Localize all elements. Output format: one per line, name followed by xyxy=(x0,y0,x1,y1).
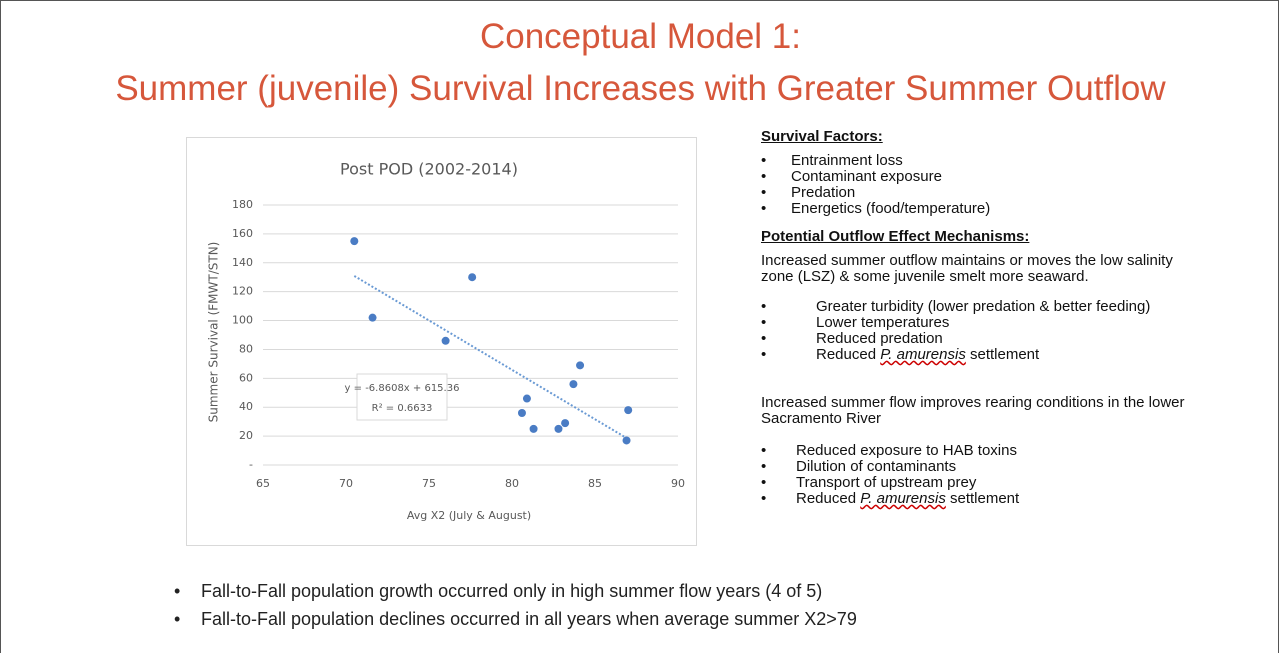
y-axis-label: Summer Survival (FMWT/STN) xyxy=(207,242,221,423)
list-item: Greater turbidity (lower predation & bet… xyxy=(761,299,1201,316)
data-point xyxy=(517,409,526,417)
list-item: Dilution of contaminants xyxy=(761,459,1201,476)
y-tick-label: 100 xyxy=(232,314,253,327)
data-point xyxy=(350,237,359,246)
x-tick-label: 65 xyxy=(256,477,270,490)
data-point xyxy=(522,394,531,403)
x-axis-label: Avg X2 (July & August) xyxy=(407,509,531,522)
y-tick-label: 180 xyxy=(232,198,253,211)
list-item: Contaminant exposure xyxy=(761,169,1201,186)
list-item: Reduced exposure to HAB toxins xyxy=(761,443,1201,460)
heading: Survival Factors: xyxy=(761,128,883,145)
data-point xyxy=(622,436,631,445)
list-item: Lower temperatures xyxy=(761,315,1201,332)
bullet-list: Fall-to-Fall population growth occurred … xyxy=(171,577,857,633)
list-item: Transport of upstream prey xyxy=(761,475,1201,492)
data-point xyxy=(576,361,585,370)
list-item: Predation xyxy=(761,185,1201,202)
y-tick-label: - xyxy=(249,458,253,471)
list-item: Fall-to-Fall population declines occurre… xyxy=(171,605,857,633)
x-tick-label: 80 xyxy=(505,477,519,490)
list: Greater turbidity (lower predation & bet… xyxy=(761,299,1201,364)
data-point xyxy=(569,380,578,389)
chart-title: Post POD (2002-2014) xyxy=(340,160,518,179)
data-point xyxy=(441,336,450,345)
x-tick-label: 90 xyxy=(671,477,685,490)
y-tick-label: 40 xyxy=(239,400,253,413)
data-point xyxy=(554,424,563,433)
data-point xyxy=(529,424,538,433)
heading: Potential Outflow Effect Mechanisms: xyxy=(761,228,1030,245)
list-item: Entrainment loss xyxy=(761,153,1201,170)
list-item: Reduced P. amurensis settlement xyxy=(761,490,1201,508)
text: P. amurensis xyxy=(860,490,946,507)
annotation: R² = 0.6633 xyxy=(372,403,433,414)
list-item: Fall-to-Fall population growth occurred … xyxy=(171,577,857,605)
paragraph: Increased summer outflow maintains or mo… xyxy=(761,252,1173,285)
text: P. amurensis xyxy=(880,346,966,363)
y-tick-label: 80 xyxy=(239,342,253,355)
y-tick-label: 160 xyxy=(232,227,253,240)
list-item: Reduced P. amurensis settlement xyxy=(761,346,1201,364)
annotation: y = -6.8608x + 615.36 xyxy=(345,383,460,394)
x-tick-label: 85 xyxy=(588,477,602,490)
text: Reduced xyxy=(816,346,881,363)
data-point xyxy=(561,419,570,428)
slide-title: Summer (juvenile) Survival Increases wit… xyxy=(115,69,1166,108)
y-tick-label: 20 xyxy=(239,429,253,442)
data-point xyxy=(368,313,377,322)
paragraph: Increased summer flow improves rearing c… xyxy=(761,394,1185,427)
y-tick-label: 140 xyxy=(232,256,253,269)
chart-box: Post POD (2002-2014) Avg X2 (July & Augu… xyxy=(186,137,697,546)
right-panel: Survival Factors: Entrainment lossContam… xyxy=(761,128,1201,508)
chart: Post POD (2002-2014) Avg X2 (July & Augu… xyxy=(207,160,686,523)
data-point xyxy=(624,406,633,415)
list-item: Energetics (food/temperature) xyxy=(761,201,1201,218)
text: settlement xyxy=(945,490,1020,507)
slide-title: Conceptual Model 1: xyxy=(479,17,802,56)
list-item: Reduced predation xyxy=(761,331,1201,348)
x-tick-label: 75 xyxy=(422,477,436,490)
y-tick-label: 120 xyxy=(232,285,253,298)
list: Entrainment lossContaminant exposurePred… xyxy=(761,153,1201,218)
data-point xyxy=(468,273,477,282)
y-tick-label: 60 xyxy=(239,371,253,384)
x-tick-label: 70 xyxy=(339,477,353,490)
text: settlement xyxy=(965,346,1040,363)
list: Reduced exposure to HAB toxinsDilution o… xyxy=(761,443,1201,508)
text: Reduced xyxy=(796,490,861,507)
trendline xyxy=(353,275,629,440)
annotation-box xyxy=(356,373,448,421)
